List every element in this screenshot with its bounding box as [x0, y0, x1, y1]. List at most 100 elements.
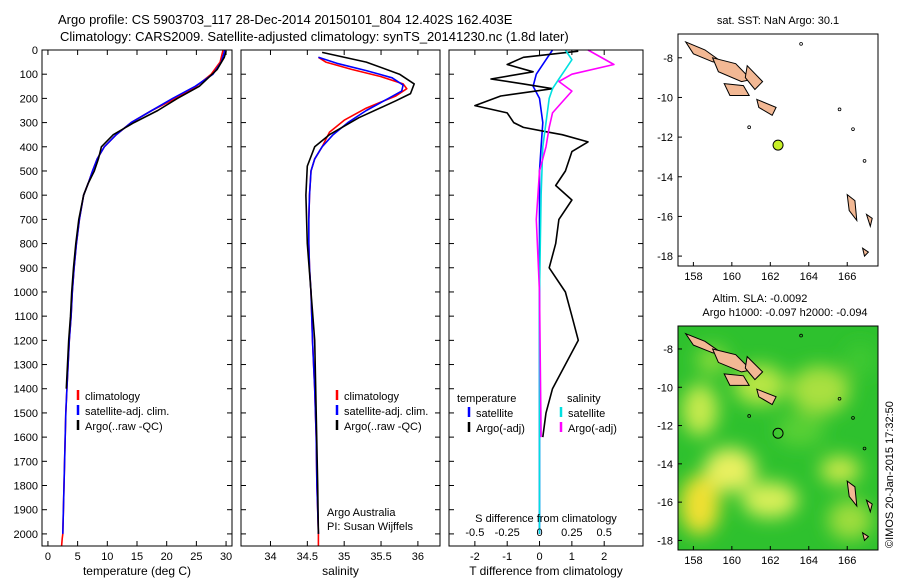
plot-frame: [41, 49, 233, 547]
y-tick-label: 600: [20, 190, 38, 202]
map-x-tick-label: 166: [838, 555, 856, 567]
legend-label: satellite-adj. clim.: [85, 406, 169, 418]
y-tick-label: 2000: [14, 529, 38, 541]
map-y-tick-label: -10: [657, 92, 673, 104]
series-line-1: [60, 49, 224, 547]
map-y-tick-label: -14: [657, 172, 673, 184]
x-tick-label: 25: [190, 551, 202, 563]
series-line-3: [538, 49, 573, 534]
argo-location-marker: [772, 427, 784, 439]
island: [861, 247, 870, 258]
x-tick-label: 34: [264, 551, 276, 563]
x-tick-label: 36: [412, 551, 424, 563]
profile-panel-3: -2 -1 0 1 2T difference from climatology -0.5…: [448, 49, 644, 578]
plot-frame: [448, 49, 644, 547]
sla-blob: [828, 500, 872, 540]
map-x-tick-label: 164: [800, 271, 818, 283]
header-line1: Argo profile: CS 5903703_117 28-Dec-2014…: [58, 12, 513, 27]
legend-label: satellite: [568, 408, 605, 420]
legend-label: climatology: [85, 391, 141, 403]
map-title: sat. SST: NaN Argo: 30.1: [717, 15, 839, 27]
x-axis-label: temperature (deg C): [83, 564, 191, 578]
legend-label: Argo(-adj): [476, 423, 525, 435]
map-content: [684, 40, 873, 258]
map-y-tick-label: -16: [657, 497, 673, 509]
header-line2: Climatology: CARS2009. Satellite-adjuste…: [60, 29, 569, 44]
islet: [799, 42, 803, 46]
islet: [747, 414, 751, 418]
map-frame: [677, 33, 879, 267]
island: [846, 479, 858, 508]
map-y-tick-label: -12: [657, 132, 673, 144]
x2-tick-label: 0.25: [561, 527, 582, 539]
sla-blob: [734, 365, 786, 405]
islet: [851, 416, 855, 420]
y-tick-label: 1400: [14, 384, 38, 396]
x2-axis-label: S difference from climatology: [475, 513, 617, 525]
islet: [851, 127, 855, 131]
plot-frame: [240, 49, 441, 547]
map-y-tick-label: -10: [657, 382, 673, 394]
series-line-4: [535, 49, 615, 438]
y-tick-label: 300: [20, 118, 38, 130]
island: [865, 498, 873, 514]
island: [756, 98, 777, 117]
map-y-tick-label: -12: [657, 421, 673, 433]
island: [861, 531, 870, 542]
legend-label: satellite-adj. clim.: [344, 406, 428, 418]
map-panel-2: 158 160 162 164 166 -8 -10 -12 -14 -16 -18 Altim. S…: [657, 293, 879, 567]
x-tick-label: 35.5: [370, 551, 391, 563]
map-x-tick-label: 160: [723, 555, 741, 567]
x-tick-label: 20: [161, 551, 173, 563]
islet: [799, 333, 803, 338]
x-tick-label: 34.5: [297, 551, 318, 563]
island: [846, 193, 858, 223]
x-tick-label: 0: [45, 551, 51, 563]
islet: [837, 396, 842, 401]
y-tick-label: 100: [20, 69, 38, 81]
y-tick-label: 1500: [14, 408, 38, 420]
y-tick-label: 200: [20, 93, 38, 105]
island: [744, 64, 764, 91]
y-tick-label: 1900: [14, 505, 38, 517]
annotation-line: PI: Susan Wijffels: [327, 521, 413, 533]
legend-label: Argo(-adj): [568, 423, 617, 435]
island: [744, 355, 764, 381]
map-y-tick-label: -18: [657, 251, 673, 263]
map-y-tick-label: -8: [663, 53, 673, 65]
island: [723, 83, 751, 96]
island: [723, 373, 751, 386]
map-x-tick-label: 166: [838, 271, 856, 283]
sla-blob: [682, 384, 718, 436]
x-tick-label: 10: [101, 551, 113, 563]
islet: [862, 446, 867, 451]
map-y-tick-label: -18: [657, 535, 673, 547]
x-axis-label: salinity: [322, 564, 359, 578]
y-tick-label: 1300: [14, 360, 38, 372]
map-x-tick-label: 162: [761, 555, 779, 567]
legend-title: salinity: [567, 393, 601, 405]
profile-panel-1: 0 5 10 15 20 25 300100200300400500600700800900…: [14, 45, 233, 578]
map-x-tick-label: 162: [761, 271, 779, 283]
x-tick-label: 15: [131, 551, 143, 563]
map-content: [678, 326, 878, 550]
annotation-line: Argo Australia: [327, 507, 396, 519]
sla-blob: [776, 414, 824, 446]
map-x-tick-label: 158: [684, 271, 702, 283]
islet: [862, 159, 867, 163]
map-y-tick-label: -16: [657, 211, 673, 223]
series-line-2: [307, 56, 404, 534]
sla-blob: [680, 475, 720, 535]
map-y-tick-label: -14: [657, 459, 673, 471]
x-tick-label: -1: [502, 551, 512, 563]
y-tick-label: 900: [20, 263, 38, 275]
legend-label: Argo(..raw -QC): [85, 421, 163, 433]
legend-label: Argo(..raw -QC): [344, 421, 422, 433]
series-line-3: [65, 50, 227, 389]
legend-label: climatology: [344, 391, 400, 403]
y-tick-label: 1200: [14, 335, 38, 347]
series-line-2: [62, 49, 226, 534]
argo-location-marker: [772, 139, 784, 151]
sla-blob: [742, 482, 798, 518]
legend-label: satellite: [476, 408, 513, 420]
